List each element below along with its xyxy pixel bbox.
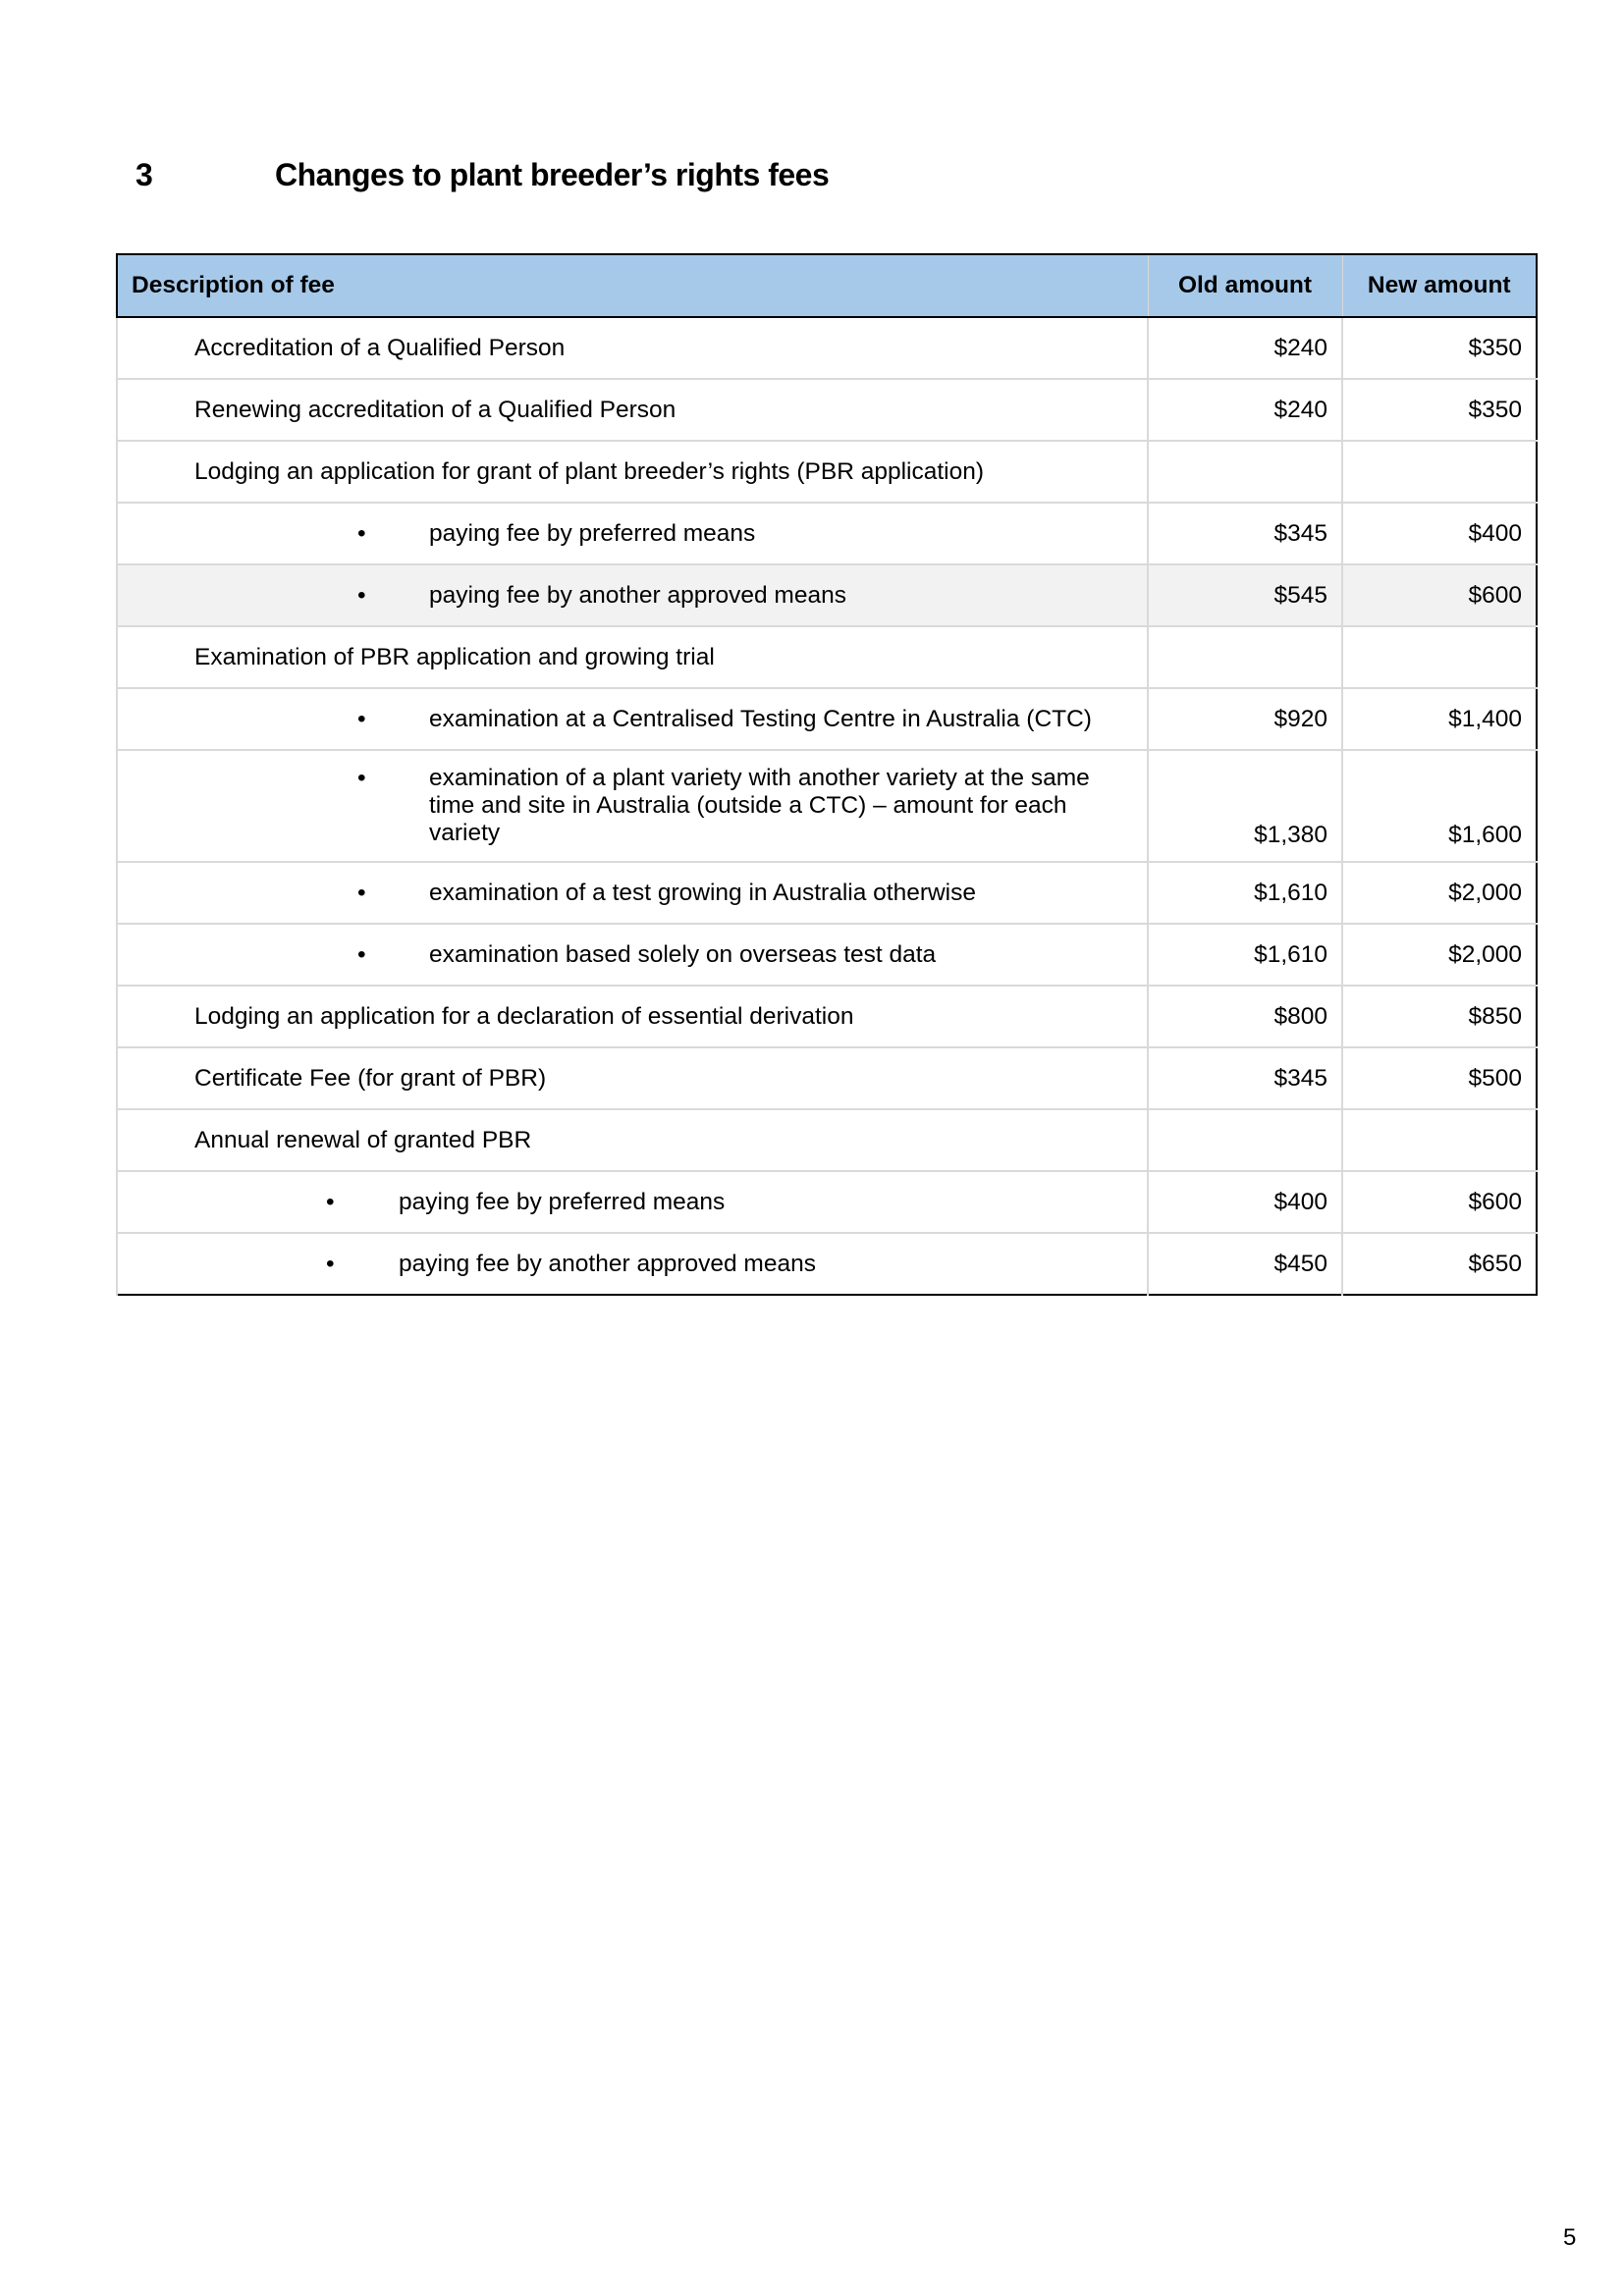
fee-description-text: examination of a plant variety with anot… bbox=[429, 765, 1090, 846]
old-amount: $345 bbox=[1147, 502, 1342, 564]
table-row: • examination at a Centralised Testing Ce… bbox=[116, 687, 1537, 750]
old-amount bbox=[1147, 625, 1342, 688]
bullet-icon: • bbox=[326, 1250, 335, 1277]
new-amount: $2,000 bbox=[1341, 861, 1537, 924]
new-amount: $350 bbox=[1341, 378, 1537, 441]
old-amount: $1,380 bbox=[1147, 749, 1342, 862]
fee-description: • examination of a test growing in Austra… bbox=[116, 861, 1148, 924]
new-amount: $1,600 bbox=[1341, 749, 1537, 862]
table-row: Lodging an application for a declaration… bbox=[116, 985, 1537, 1047]
fee-description-text: paying fee by another approved means bbox=[429, 581, 846, 609]
old-amount: $400 bbox=[1147, 1170, 1342, 1233]
fees-table: Description of fee Old amount New amount… bbox=[116, 253, 1538, 1296]
table-row: Certificate Fee (for grant of PBR) $345 $5… bbox=[116, 1046, 1537, 1109]
new-amount: $500 bbox=[1341, 1046, 1537, 1109]
bullet-icon: • bbox=[357, 879, 366, 906]
section-title: Changes to plant breeder’s rights fees bbox=[275, 157, 830, 192]
new-amount bbox=[1341, 440, 1537, 503]
old-amount: $1,610 bbox=[1147, 923, 1342, 986]
old-amount: $345 bbox=[1147, 1046, 1342, 1109]
section-number: 3 bbox=[135, 157, 153, 192]
new-amount: $600 bbox=[1341, 1170, 1537, 1233]
bullet-icon: • bbox=[326, 1188, 335, 1215]
table-row: • examination based solely on overseas te… bbox=[116, 923, 1537, 986]
old-amount: $1,610 bbox=[1147, 861, 1342, 924]
fee-description: • paying fee by another approved means bbox=[116, 1232, 1148, 1295]
fee-description: • examination of a plant variety with ano… bbox=[116, 749, 1148, 862]
fee-description-text: paying fee by preferred means bbox=[429, 519, 756, 547]
fee-description: Certificate Fee (for grant of PBR) bbox=[116, 1046, 1148, 1109]
table-row: Examination of PBR application and growi… bbox=[116, 625, 1537, 688]
fee-description: • examination at a Centralised Testing Ce… bbox=[116, 687, 1148, 750]
table-row: Lodging an application for grant of plan… bbox=[116, 440, 1537, 503]
new-amount: $2,000 bbox=[1341, 923, 1537, 986]
table-row: • examination of a test growing in Austra… bbox=[116, 861, 1537, 924]
old-amount bbox=[1147, 440, 1342, 503]
table-row: • paying fee by another approved means $45… bbox=[116, 1232, 1537, 1295]
new-amount bbox=[1341, 625, 1537, 688]
fee-description: • paying fee by preferred means bbox=[116, 502, 1148, 564]
table-header-row: Description of fee Old amount New amount bbox=[116, 254, 1537, 318]
old-amount: $240 bbox=[1147, 316, 1342, 379]
bullet-icon: • bbox=[357, 765, 366, 791]
fee-description: Examination of PBR application and growi… bbox=[116, 625, 1148, 688]
new-amount: $400 bbox=[1341, 502, 1537, 564]
header-old-amount: Old amount bbox=[1147, 254, 1342, 318]
fee-description-text: paying fee by preferred means bbox=[399, 1188, 726, 1215]
fee-description: • paying fee by preferred means bbox=[116, 1170, 1148, 1233]
old-amount bbox=[1147, 1108, 1342, 1171]
old-amount: $920 bbox=[1147, 687, 1342, 750]
old-amount: $545 bbox=[1147, 563, 1342, 626]
fee-description-text: paying fee by another approved means bbox=[399, 1250, 816, 1277]
new-amount: $1,400 bbox=[1341, 687, 1537, 750]
old-amount: $240 bbox=[1147, 378, 1342, 441]
table-row: Annual renewal of granted PBR bbox=[116, 1108, 1537, 1171]
fee-description-text: examination at a Centralised Testing Cen… bbox=[429, 705, 1092, 732]
new-amount: $850 bbox=[1341, 985, 1537, 1047]
old-amount: $450 bbox=[1147, 1232, 1342, 1295]
fee-description: Accreditation of a Qualified Person bbox=[116, 316, 1148, 379]
header-new-amount: New amount bbox=[1341, 254, 1537, 318]
bullet-icon: • bbox=[357, 940, 366, 968]
new-amount bbox=[1341, 1108, 1537, 1171]
bullet-icon: • bbox=[357, 705, 366, 732]
table-row: Accreditation of a Qualified Person $240 $… bbox=[116, 316, 1537, 379]
new-amount: $650 bbox=[1341, 1232, 1537, 1295]
fee-description: Annual renewal of granted PBR bbox=[116, 1108, 1148, 1171]
bullet-icon: • bbox=[357, 581, 366, 609]
table-row: • paying fee by another approved means $54… bbox=[116, 563, 1537, 626]
new-amount: $600 bbox=[1341, 563, 1537, 626]
table-row: • paying fee by preferred means $400 $600 bbox=[116, 1170, 1537, 1233]
table-row: • paying fee by preferred means $345 $400 bbox=[116, 502, 1537, 564]
fee-description: Lodging an application for grant of plan… bbox=[116, 440, 1148, 503]
header-description: Description of fee bbox=[116, 254, 1148, 318]
old-amount: $800 bbox=[1147, 985, 1342, 1047]
new-amount: $350 bbox=[1341, 316, 1537, 379]
fee-description: • paying fee by another approved means bbox=[116, 563, 1148, 626]
page-number: 5 bbox=[1563, 2224, 1577, 2251]
table-row: • examination of a plant variety with ano… bbox=[116, 749, 1537, 862]
table-row: Renewing accreditation of a Qualified Pe… bbox=[116, 378, 1537, 441]
fee-description-text: examination based solely on overseas tes… bbox=[429, 940, 937, 968]
fee-description: • examination based solely on overseas te… bbox=[116, 923, 1148, 986]
fee-description: Lodging an application for a declaration… bbox=[116, 985, 1148, 1047]
fee-description-text: examination of a test growing in Austral… bbox=[429, 879, 976, 906]
fee-description: Renewing accreditation of a Qualified Pe… bbox=[116, 378, 1148, 441]
bullet-icon: • bbox=[357, 519, 366, 547]
